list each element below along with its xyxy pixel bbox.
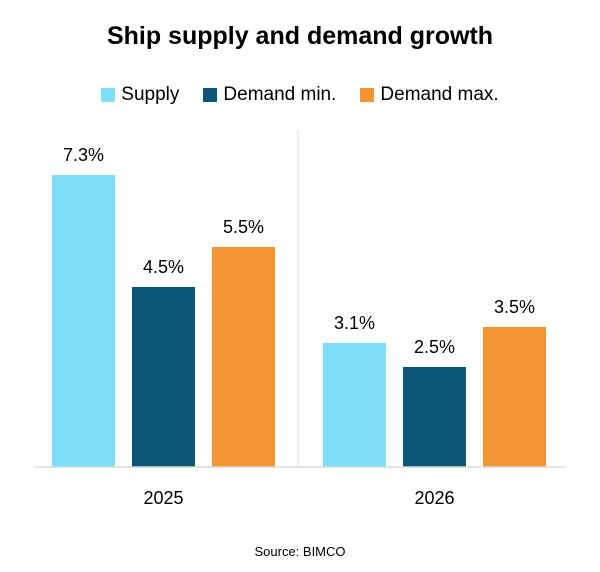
bar-2026-2: [483, 327, 546, 467]
data-label: 3.5%: [494, 297, 535, 317]
data-label: 2.5%: [414, 337, 455, 357]
legend-label: Supply: [121, 84, 180, 105]
legend: Supply Demand min. Demand max.: [0, 84, 600, 106]
legend-item-demand-min: Demand min.: [203, 84, 336, 106]
x-tick-label: 2025: [143, 488, 183, 508]
data-label: 7.3%: [63, 145, 104, 165]
data-label: 4.5%: [143, 257, 184, 277]
bar-2025-2: [212, 247, 275, 467]
bar-2026-1: [403, 367, 466, 467]
bar-2025-0: [52, 175, 115, 467]
source-note: Source: BIMCO: [254, 544, 346, 559]
legend-swatch: [360, 88, 375, 102]
data-label: 3.1%: [334, 313, 375, 333]
x-tick-label: 2026: [414, 488, 454, 508]
legend-swatch: [101, 88, 116, 102]
legend-label: Demand max.: [380, 84, 499, 105]
bar-2026-0: [323, 343, 386, 467]
legend-item-supply: Supply: [101, 84, 179, 106]
data-label: 5.5%: [223, 217, 264, 237]
legend-item-demand-max: Demand max.: [360, 84, 499, 106]
chart-title: Ship supply and demand growth: [106, 22, 494, 50]
bar-2025-1: [132, 287, 195, 467]
legend-label: Demand min.: [223, 84, 337, 105]
legend-swatch: [203, 88, 218, 102]
